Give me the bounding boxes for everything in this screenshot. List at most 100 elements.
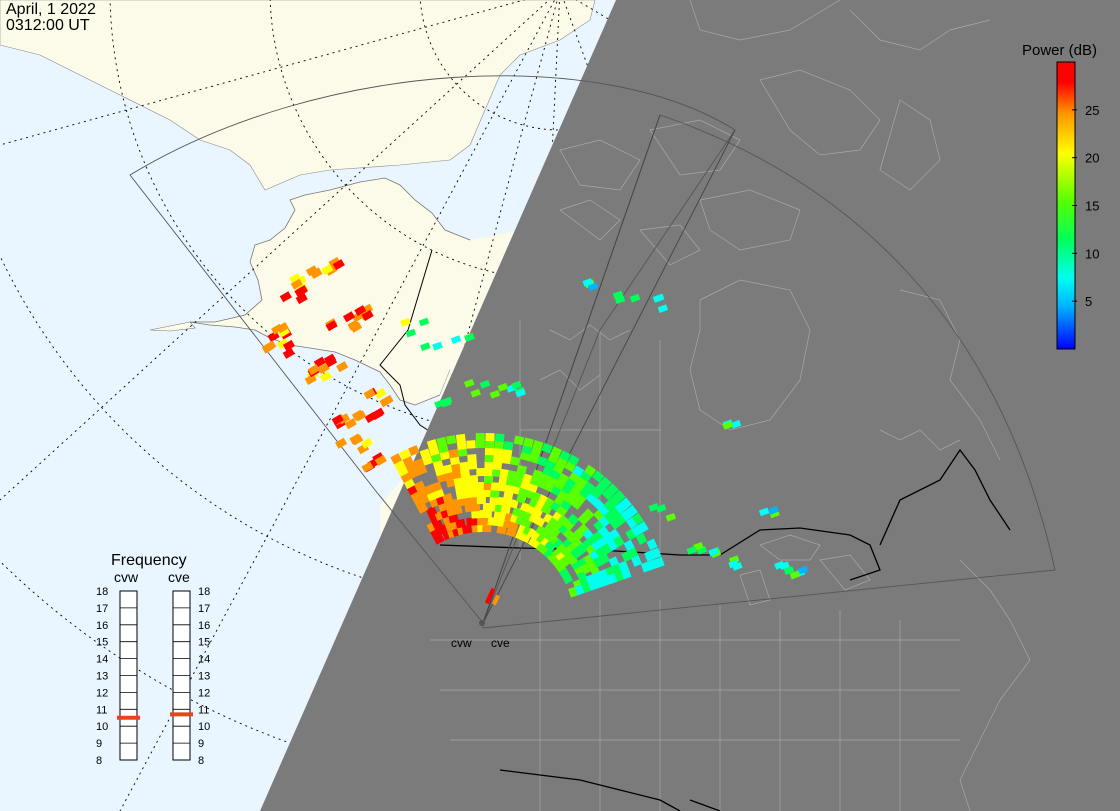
scatter-cell [484,460,494,470]
scatter-cell [561,572,574,585]
scatter-cell [413,458,425,469]
scatter-cell [460,468,471,478]
scatter-cell [432,341,443,351]
scatter-cell [276,338,289,350]
radar-site-markers: cvw cve [451,620,510,650]
colorbar-tick-label: 10 [1085,246,1099,261]
scatter-cell [657,304,669,313]
scatter-cell [476,495,486,505]
scatter-cell [507,469,518,480]
scatter-cell [289,273,302,285]
scatter-cell [461,524,473,535]
scatter-cell [420,342,431,351]
scatter-cell [708,547,719,557]
frequency-tick-right: 9 [198,738,204,750]
scatter-cell [493,447,504,457]
scatter-cell [399,448,411,460]
scatter-cell [599,476,612,489]
frequency-tick-right: 8 [198,755,204,767]
colorbar-tick-label: 20 [1085,151,1099,166]
scatter-cell [484,587,496,605]
scatter-cell [482,509,492,519]
scatter-cell [550,446,562,458]
scatter-cell [768,505,779,515]
scatter-cell [452,505,463,515]
scatter-cell [489,489,500,498]
scatter-cell [609,506,622,519]
colorbar-tick-label: 5 [1085,294,1092,309]
scatter-cell [321,264,334,276]
scatter-cell [485,432,495,442]
frequency-tick-right: 18 [198,586,210,598]
frequency-tick-left: 11 [96,704,107,716]
scatter-cell [455,433,466,443]
scatter-cell [463,378,475,388]
scatter-cell [496,524,507,535]
scatter-cell [456,440,467,450]
frequency-tick-left: 16 [96,620,108,632]
scatter-cell [507,498,519,509]
scatter-cell [460,475,471,485]
scatter-cell [483,474,494,484]
scatter-cell [328,256,341,269]
frequency-title: Frequency [111,552,187,569]
scatter-cell [614,295,626,305]
scatter-cell [606,483,619,496]
scatter-cell [567,513,580,526]
scatter-cell [290,278,303,290]
colorbar-title: Power (dB) [1022,42,1097,59]
scatter-cell [626,516,638,529]
scatter-cell [467,454,477,463]
scatter-cell [342,311,356,323]
scatter-cell [405,328,417,338]
night-side [260,0,1120,811]
scatter-cell [577,513,590,526]
frequency-tick-right: 14 [198,654,210,666]
scatter-cell [374,454,387,467]
scatter-cell [323,353,337,365]
scatter-cell [574,492,587,505]
scatter-cell [431,481,443,493]
night-terminator [260,0,1120,811]
scatter-cell [509,456,521,466]
scatter-cell [620,497,632,510]
scatter-cell [492,461,503,470]
frequency-col-cve: cve [168,569,190,585]
frequency-tick-right: 12 [198,687,210,699]
scatter-cell [556,504,569,517]
scatter-cell [450,335,462,345]
scatter-cell [532,439,544,451]
scatter-cell [503,441,514,451]
scatter-cell [568,471,581,483]
scatter-cell [608,494,621,507]
ocean-day [0,0,616,811]
radar-site-icon [479,620,485,626]
scatter-cell [631,555,642,567]
scatter-cell [448,448,459,459]
scatter-cell [497,382,509,392]
scatter-cell [494,440,504,450]
scatter-cell [336,361,349,373]
scatter-cell [536,456,548,467]
scatter-cell [548,525,561,538]
scatter-cell [598,515,611,528]
scatter-cell [437,443,449,454]
scatter-cell [627,547,639,560]
frequency-panel: Frequency cvw cve 18 18 17 17 16 16 15 15 14 14 13… [96,552,210,767]
scatter-cell [582,508,595,521]
scatter-cell [295,293,308,305]
scatter-cell [653,293,665,303]
scatter-cell [279,291,292,303]
radar-scatter [261,256,809,606]
scatter-cell [444,470,455,481]
scatter-cell [295,285,308,297]
radar-site-cvw-label: cvw [451,636,472,650]
scatter-cell [344,418,357,430]
scatter-cell [304,373,317,385]
scatter-cell [452,469,463,480]
scatter-cell [466,440,476,449]
scatter-cell [620,509,633,522]
scatter-cell [629,293,641,303]
scatter-cell [457,447,468,457]
scatter-cell [440,398,452,408]
